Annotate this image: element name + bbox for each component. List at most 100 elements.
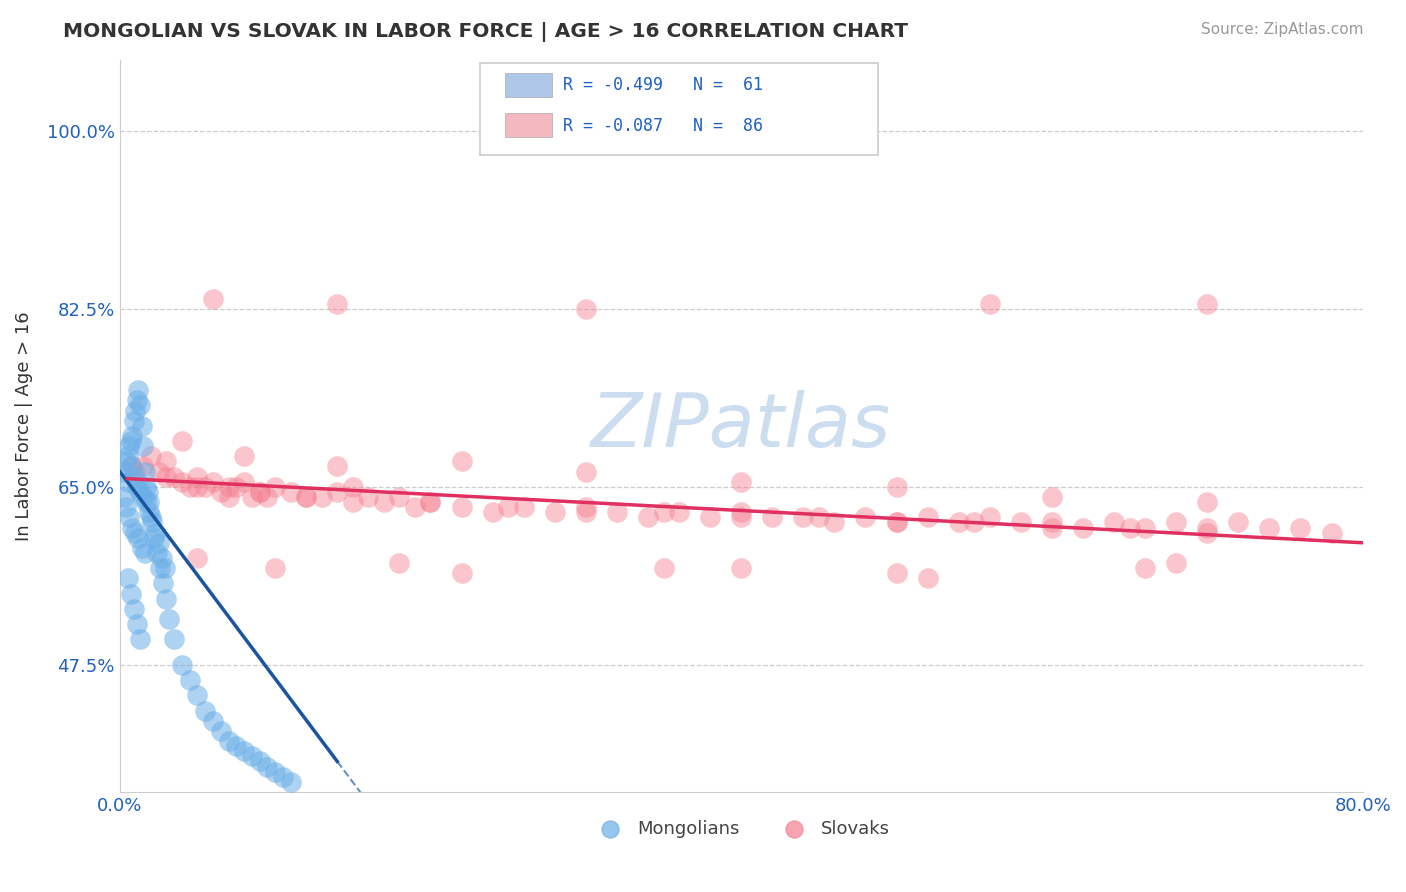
Point xyxy=(132,459,155,474)
Point xyxy=(194,704,217,718)
Point xyxy=(112,465,135,479)
Point xyxy=(1197,495,1219,509)
Point xyxy=(1118,520,1140,534)
Point xyxy=(218,480,240,494)
Point xyxy=(419,495,441,509)
Point xyxy=(886,516,908,530)
Point xyxy=(373,495,395,509)
Text: Source: ZipAtlas.com: Source: ZipAtlas.com xyxy=(1201,22,1364,37)
Point xyxy=(730,561,752,575)
Point xyxy=(249,484,271,499)
Legend: Mongolians, Slovaks: Mongolians, Slovaks xyxy=(585,813,897,846)
FancyBboxPatch shape xyxy=(481,63,877,155)
Point xyxy=(125,393,148,408)
Point xyxy=(121,429,143,443)
Point xyxy=(135,495,157,509)
Point xyxy=(240,749,263,764)
Point xyxy=(120,459,142,474)
Point xyxy=(153,561,176,575)
Point xyxy=(948,516,970,530)
Point xyxy=(117,571,139,585)
Point xyxy=(668,505,690,519)
Point xyxy=(264,561,287,575)
Point xyxy=(122,414,145,428)
Point xyxy=(136,484,159,499)
Point xyxy=(186,480,208,494)
Point xyxy=(886,480,908,494)
Point xyxy=(179,673,201,687)
Point xyxy=(761,510,783,524)
Point xyxy=(233,744,256,758)
Point xyxy=(131,541,153,555)
Point xyxy=(201,714,224,728)
Point xyxy=(388,490,411,504)
Point xyxy=(138,505,160,519)
Point xyxy=(201,475,224,489)
Point xyxy=(163,469,186,483)
Point xyxy=(129,399,152,413)
Point xyxy=(186,551,208,566)
Point xyxy=(544,505,567,519)
Point xyxy=(1197,525,1219,540)
Point xyxy=(150,551,173,566)
Point xyxy=(139,510,162,524)
Point xyxy=(122,602,145,616)
Point xyxy=(218,734,240,748)
Point xyxy=(637,510,659,524)
Point xyxy=(481,505,503,519)
Point xyxy=(129,632,152,647)
Point xyxy=(326,484,349,499)
Point xyxy=(170,475,193,489)
Point xyxy=(129,484,152,499)
Point xyxy=(209,723,232,738)
Point xyxy=(179,480,201,494)
Point xyxy=(121,520,143,534)
Point xyxy=(311,490,333,504)
Point xyxy=(135,480,157,494)
Point xyxy=(170,434,193,448)
Point xyxy=(118,510,141,524)
Point xyxy=(240,490,263,504)
Point xyxy=(112,490,135,504)
Point xyxy=(155,454,177,468)
Point xyxy=(264,764,287,779)
Point xyxy=(127,383,149,397)
Point xyxy=(256,490,278,504)
Point xyxy=(117,450,139,464)
Point xyxy=(122,469,145,483)
Point xyxy=(124,525,146,540)
Point xyxy=(201,292,224,306)
Point xyxy=(326,296,349,310)
Point xyxy=(131,418,153,433)
Point xyxy=(142,531,165,545)
Point xyxy=(886,566,908,581)
Point xyxy=(120,434,142,448)
Point xyxy=(218,490,240,504)
Point xyxy=(194,480,217,494)
Point xyxy=(342,480,364,494)
Point xyxy=(132,490,155,504)
Point xyxy=(138,495,160,509)
Point xyxy=(699,510,721,524)
Point xyxy=(1197,520,1219,534)
Point xyxy=(141,516,163,530)
Point xyxy=(419,495,441,509)
Point xyxy=(271,770,294,784)
Point xyxy=(132,439,155,453)
Text: ZIPatlas: ZIPatlas xyxy=(591,390,891,462)
Point xyxy=(170,657,193,672)
Point xyxy=(1133,561,1156,575)
Point xyxy=(450,566,472,581)
Point xyxy=(121,459,143,474)
Point xyxy=(450,454,472,468)
Point xyxy=(342,495,364,509)
Point xyxy=(148,465,170,479)
Point xyxy=(1289,520,1312,534)
Point xyxy=(155,591,177,606)
Point xyxy=(134,465,156,479)
FancyBboxPatch shape xyxy=(505,113,553,137)
Point xyxy=(575,301,598,316)
Point xyxy=(1071,520,1094,534)
Point xyxy=(225,739,247,754)
Point xyxy=(134,546,156,560)
